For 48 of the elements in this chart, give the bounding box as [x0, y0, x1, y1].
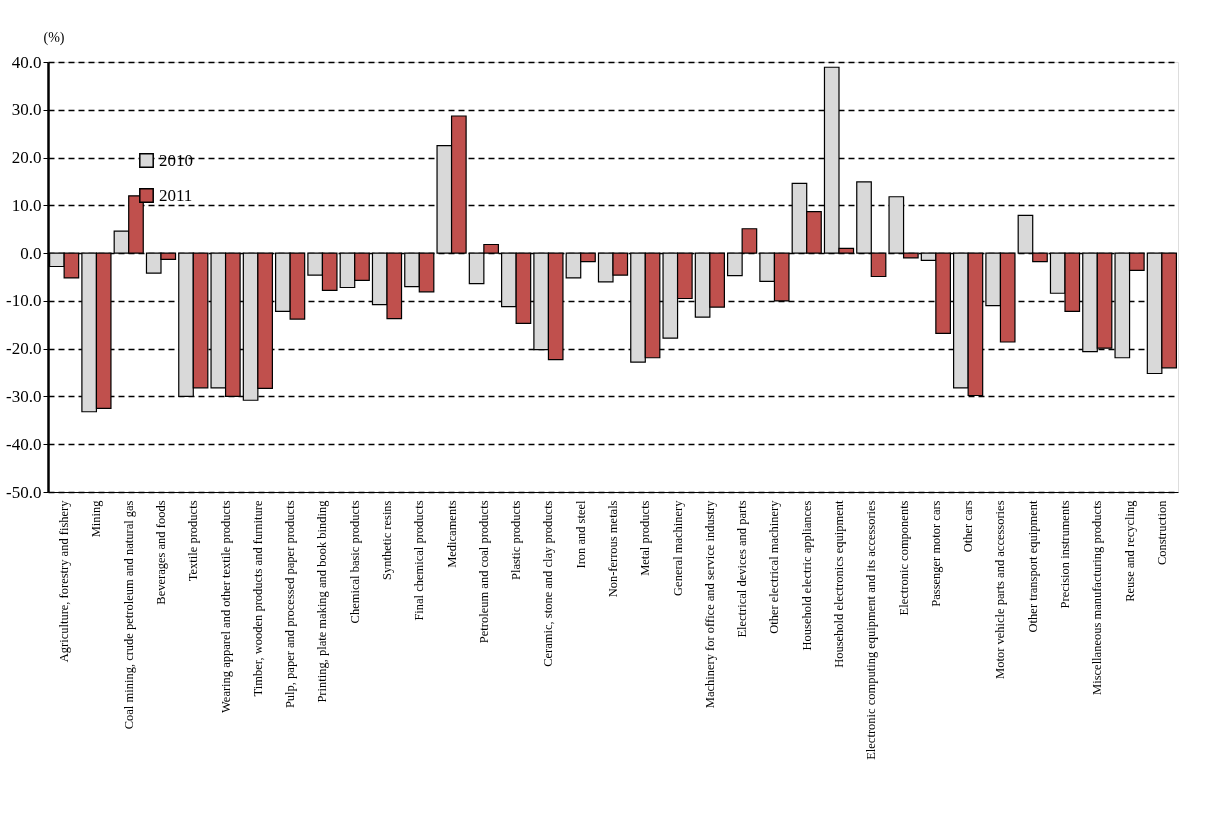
y-tick-label: -10.0	[6, 291, 42, 311]
legend-label: 2011	[159, 185, 193, 205]
x-tick-label: Beverages and foods	[154, 500, 168, 605]
y-tick-label: -30.0	[6, 386, 42, 406]
x-tick-label: Construction	[1154, 499, 1169, 566]
x-tick-label: Wearing apparel and other textile products	[218, 500, 233, 713]
x-tick-label: Ceramic, stone and clay products	[541, 500, 556, 667]
y-tick-label: 20.0	[11, 148, 42, 168]
x-tick-label: Miscellaneous manufacturing products	[1090, 500, 1105, 695]
x-tick-label: Medicaments	[444, 500, 459, 568]
x-tick-label: Non-ferrous metals	[606, 500, 620, 598]
y-tick-label: -20.0	[6, 339, 42, 359]
x-tick-label: Coal mining, crude petroleum and natural gas	[121, 500, 136, 730]
y-tick-label: 30.0	[11, 100, 42, 120]
x-tick-label: Metal products	[638, 500, 653, 576]
x-tick-label: Machinery for office and service industry	[702, 499, 717, 709]
x-tick-label: Passenger motor cars	[928, 500, 943, 607]
x-tick-label: Household electronics equipment	[832, 499, 846, 668]
x-tick-label: Final chemical products	[412, 500, 427, 621]
x-tick-label: Other electrical machinery	[767, 499, 782, 634]
y-axis-title: (%)	[43, 29, 65, 46]
x-tick-label: Precision instruments	[1058, 500, 1072, 609]
x-tick-label: Textile products	[186, 500, 201, 582]
x-tick-label: Reuse and recycling	[1122, 499, 1137, 602]
x-tick-label: General machinery	[670, 499, 685, 596]
x-tick-label: Electronic computing equipment and its accessories	[864, 500, 879, 760]
y-tick-label: 10.0	[11, 195, 42, 215]
x-tick-label: Iron and steel	[573, 499, 588, 569]
x-tick-label: Chemical basic products	[347, 500, 362, 624]
y-tick-label: -40.0	[6, 434, 42, 454]
legend-label: 2010	[159, 150, 193, 170]
x-tick-label: Synthetic resins	[380, 500, 394, 581]
x-tick-label: Other cars	[961, 500, 976, 553]
x-tick-label: Pulp, paper and processed paper products	[283, 500, 298, 709]
x-tick-label: Petroleum and coal products	[476, 500, 491, 644]
x-tick-label: Plastic products	[509, 500, 524, 581]
x-tick-label: Household electric appliances	[799, 500, 814, 651]
y-tick-label: 40.0	[11, 52, 42, 72]
y-tick-label: -50.0	[6, 482, 42, 502]
x-tick-label: Timber, wooden products and furniture	[250, 500, 265, 697]
x-tick-label: Agriculture, forestry and fishery	[57, 499, 72, 663]
y-tick-label: 0.0	[20, 243, 42, 263]
x-tick-label: Other transport equipment	[1025, 499, 1040, 633]
x-tick-label: Electrical devices and parts	[735, 500, 750, 638]
x-tick-label: Electronic components	[896, 500, 911, 616]
x-tick-label: Motor vehicle parts and accessories	[993, 500, 1008, 679]
x-tick-label: Printing, plate making and book binding	[315, 499, 330, 703]
x-tick-label: Mining	[89, 499, 104, 538]
